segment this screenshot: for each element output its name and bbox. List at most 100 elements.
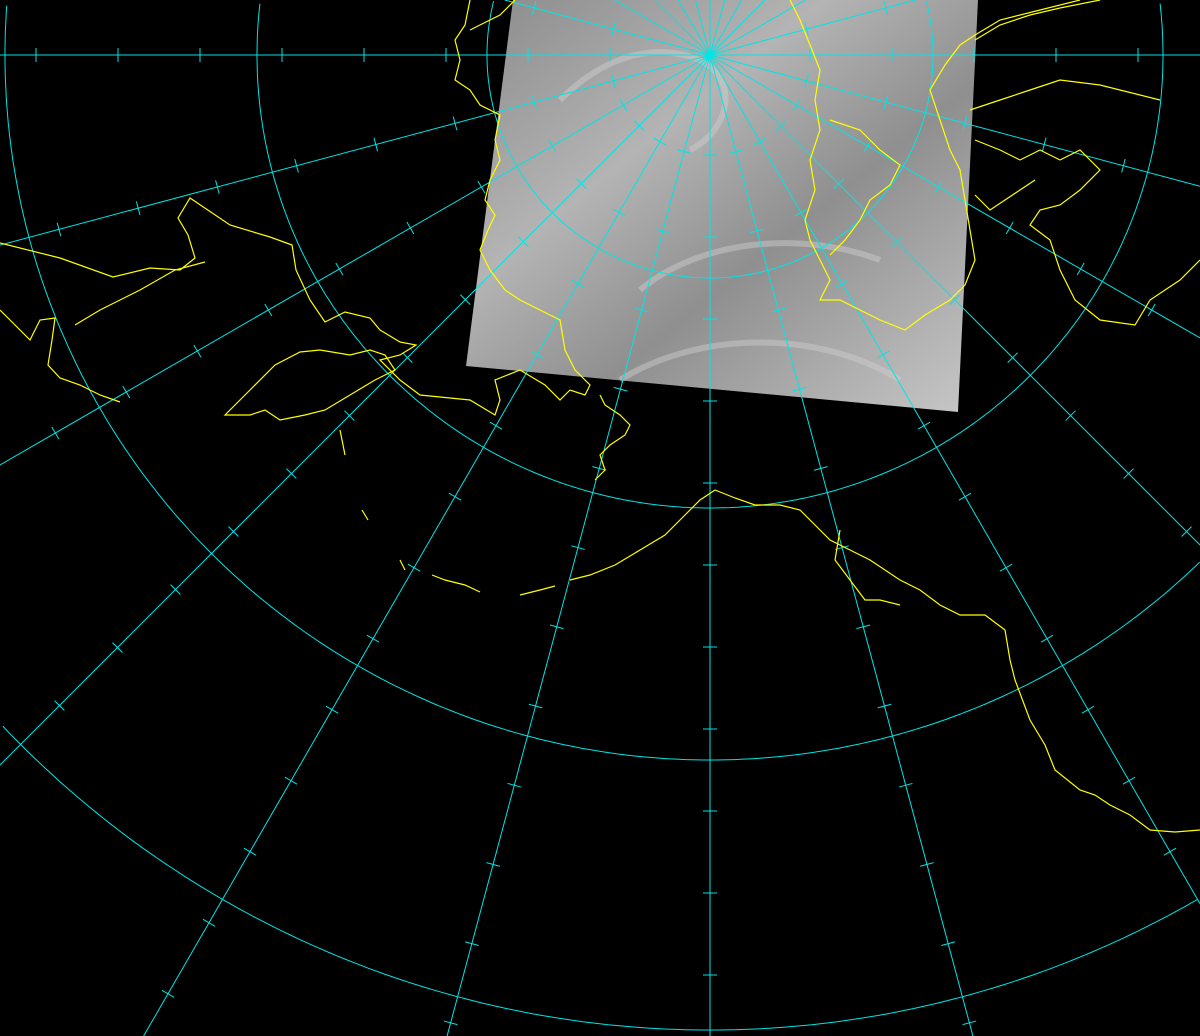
graticule-tick (634, 307, 649, 313)
graticule-tick (531, 1, 537, 15)
graticule-tick (792, 386, 807, 392)
graticule-tick (373, 137, 379, 152)
coastline (834, 529, 901, 606)
latitude-circle (4, 5, 1200, 761)
meridian-line (709, 0, 766, 56)
coastline (974, 139, 1200, 326)
graticule-tick (518, 236, 529, 247)
graticule-tick (486, 862, 501, 867)
graticule-tick (228, 526, 239, 537)
meridian-line (709, 0, 743, 56)
graticule-tick (452, 116, 458, 131)
meridian-line (0, 54, 711, 766)
graticule-tick (949, 294, 960, 305)
graticule-tick (264, 303, 273, 317)
graticule-tick (215, 180, 220, 194)
graticule-tick (161, 989, 175, 998)
graticule-tick (813, 466, 828, 471)
graticule-tick (571, 545, 585, 550)
graticule-tick (54, 700, 65, 711)
graticule-tick (728, 149, 743, 154)
coastline (74, 261, 206, 326)
graticule-tick (876, 350, 890, 359)
graticule-tick (507, 782, 522, 788)
graticule-tick (833, 178, 844, 189)
graticule-tick (402, 352, 413, 363)
graticule-tick (612, 208, 626, 217)
graticule-tick (530, 350, 544, 359)
graticule-tick (443, 1020, 458, 1026)
meridian-line (709, 54, 1200, 339)
graticule-tick (898, 782, 913, 788)
graticule-tick (1122, 776, 1136, 785)
meridian-line (677, 0, 711, 56)
latitude-circle (925, 0, 934, 55)
graticule-tick (611, 73, 616, 88)
graticule-tick (1081, 705, 1095, 714)
graticule-tick (243, 847, 257, 856)
coastline (361, 509, 369, 521)
graticule-tick (366, 634, 380, 643)
coastline (829, 119, 901, 256)
graticule-tick (531, 95, 537, 109)
graticule-tick (193, 344, 202, 358)
graticule-tick (549, 624, 564, 630)
coastline (223, 349, 396, 421)
graticule-tick (656, 228, 670, 234)
graticule-tick (112, 642, 123, 653)
graticule-tick (1041, 137, 1047, 152)
graticule-tick (286, 468, 297, 479)
graticule-tick (528, 703, 543, 709)
graticule-tick (51, 426, 60, 440)
graticule-tick (135, 201, 141, 216)
graticule-tick (1007, 352, 1018, 363)
coastline (969, 79, 1161, 111)
graticule-tick (1121, 158, 1126, 173)
coastline (399, 559, 406, 571)
graticule-tick (325, 705, 339, 714)
graticule-tick (619, 98, 628, 112)
meridian-line (504, 0, 711, 56)
meridian-line (709, 0, 726, 56)
graticule-tick (934, 180, 943, 194)
meridian-line (654, 0, 711, 56)
meridian-line (614, 0, 711, 56)
graticule-tick (962, 116, 968, 131)
graticule-tick (1147, 303, 1156, 317)
graticule-tick (460, 294, 471, 305)
graticule-tick (919, 862, 934, 867)
latitude-circle (256, 3, 1164, 509)
graticule-tick (863, 139, 872, 153)
graticule-tick (1181, 526, 1192, 537)
graticule-tick (1005, 221, 1014, 235)
graticule-tick (548, 139, 557, 153)
coastline (569, 489, 1200, 833)
graticule-tick (883, 1, 889, 15)
coastline (974, 0, 1101, 41)
coastline (789, 0, 1081, 331)
graticule-tick (653, 137, 667, 146)
graticule-tick (835, 545, 849, 550)
meridian-line (709, 0, 916, 56)
meridian-line (143, 54, 711, 1036)
graticule-tick (835, 279, 849, 288)
graticule-tick (775, 120, 787, 132)
meridian-line (0, 54, 711, 246)
graticule-tick (794, 208, 808, 217)
graticule-tick (1123, 468, 1134, 479)
graticule-tick (448, 492, 462, 501)
graticule-tick (202, 918, 216, 927)
meridian-line (694, 0, 711, 56)
meridian-line (709, 0, 806, 56)
graticule-tick (1065, 410, 1076, 421)
graticule-tick (962, 1020, 977, 1026)
graticule-tick (611, 22, 616, 37)
latitude-circle (1159, 3, 1164, 55)
graticule-tick (571, 279, 585, 288)
graticule-tick (633, 120, 645, 132)
graticule-tick (941, 941, 956, 946)
graticule-tick (344, 410, 355, 421)
graticule-tick (592, 466, 607, 471)
graticule-tick (406, 221, 415, 235)
